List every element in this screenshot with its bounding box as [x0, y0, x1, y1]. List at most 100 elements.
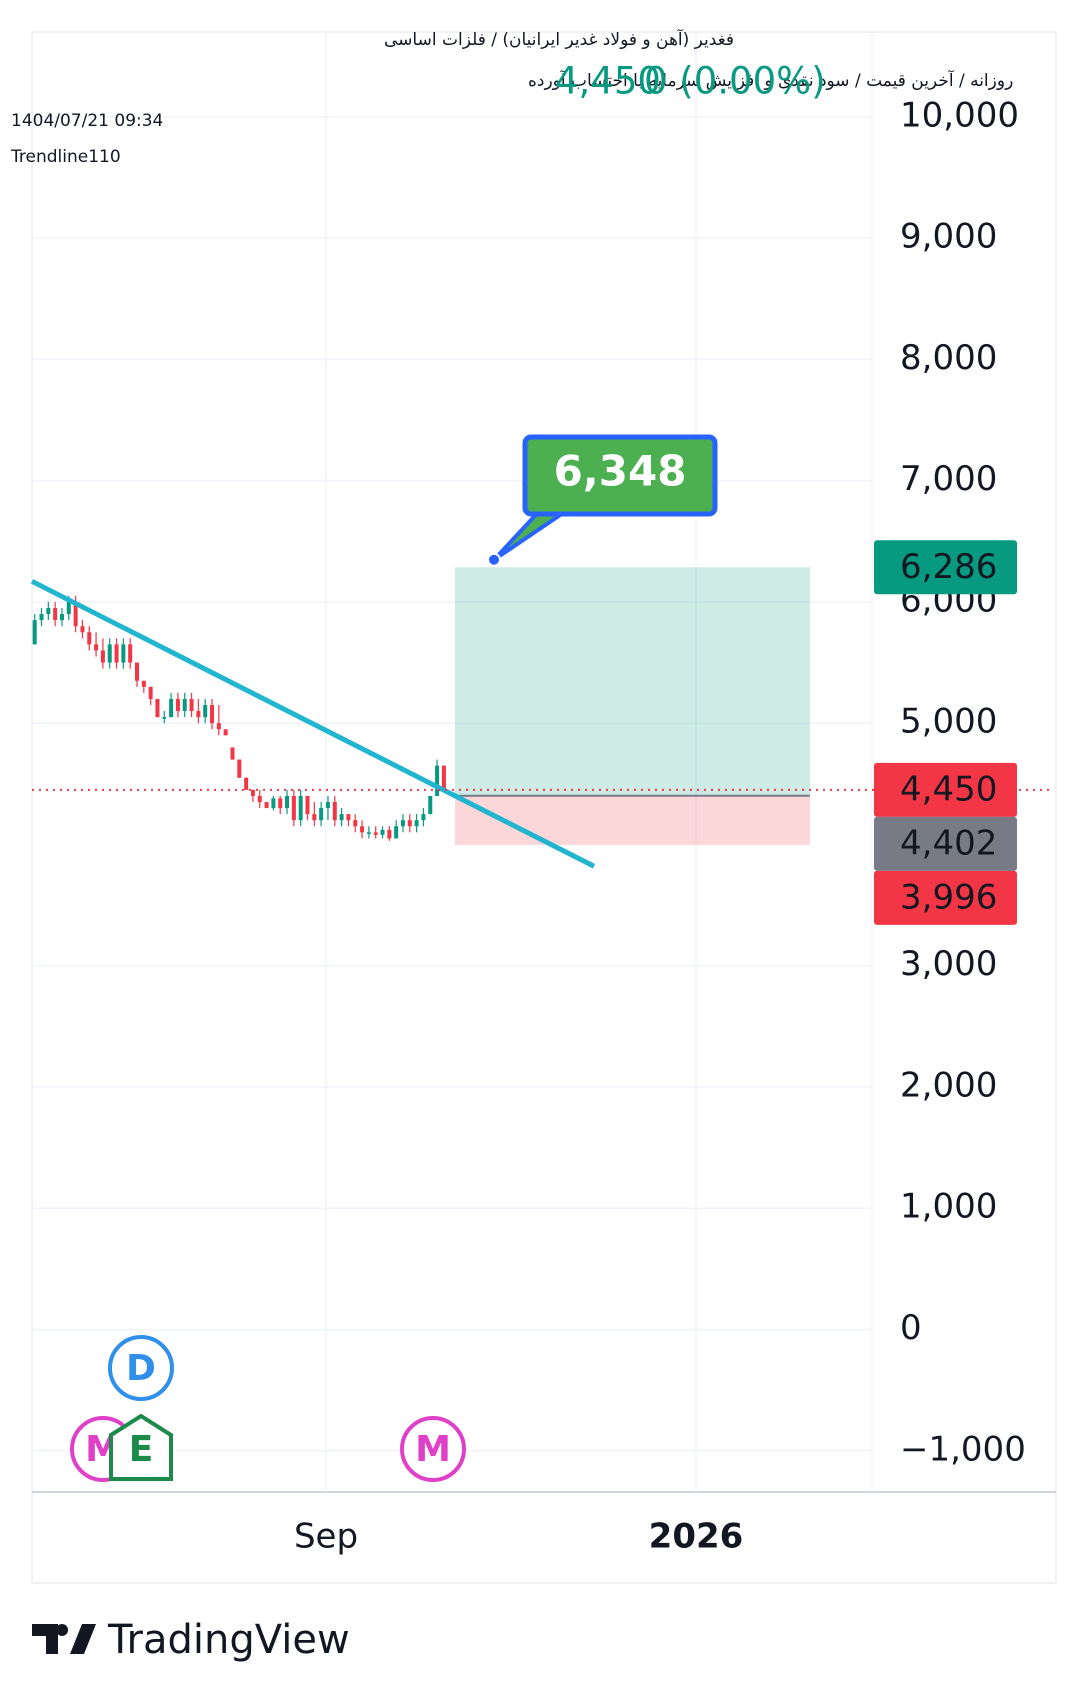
candle-body — [285, 795, 290, 809]
candle-body — [264, 802, 269, 809]
target-zone — [455, 567, 810, 796]
event-marker — [400, 1416, 466, 1482]
candle-body — [237, 759, 242, 778]
price-label-box — [874, 816, 1017, 871]
candle-body — [428, 795, 433, 815]
chart-title: فغدیر (آهن و فولاد غدیر ایرانیان) / فلزا… — [384, 28, 734, 50]
trendline — [30, 579, 596, 869]
candle-body — [155, 698, 160, 718]
y-tick-label: 9,000 — [900, 217, 997, 257]
price-label-box — [874, 540, 1017, 595]
candle-body — [394, 826, 399, 839]
callout-box — [522, 434, 718, 517]
candle-body — [325, 802, 330, 809]
candle-body — [46, 607, 51, 615]
candle-body — [244, 777, 249, 790]
candle-body — [305, 795, 310, 815]
candle-body — [312, 814, 317, 821]
candle-body — [128, 644, 133, 663]
y-tick-label: 5,000 — [900, 702, 997, 742]
y-tick-label: 0 — [900, 1308, 922, 1348]
y-tick-label: 10,000 — [900, 95, 1019, 135]
candle-body — [73, 601, 78, 627]
price-label-box — [874, 762, 1017, 817]
candle-body — [278, 798, 283, 809]
candle-body — [121, 644, 126, 663]
candle-body — [271, 798, 276, 809]
event-label: D — [126, 1348, 156, 1389]
x-tick-label: Sep — [294, 1517, 358, 1557]
candle-body — [100, 650, 105, 663]
candle-body — [257, 795, 262, 803]
candle-body — [441, 765, 446, 790]
candle-body — [230, 747, 235, 760]
price-label: 3,996 — [900, 877, 997, 917]
candle-body — [353, 820, 358, 827]
y-tick-label: 7,000 — [900, 459, 997, 499]
callout-label: 6,348 — [554, 447, 687, 496]
x-tick-label: 2026 — [649, 1517, 744, 1557]
candle-body — [380, 829, 385, 835]
stop-zone — [455, 795, 810, 845]
candle-body — [216, 723, 221, 730]
candle-body — [196, 711, 201, 718]
brand-logo: TradingView — [32, 1617, 350, 1663]
candle-body — [421, 814, 426, 821]
price-label-box — [874, 870, 1017, 925]
price-label: 4,402 — [900, 823, 997, 863]
candle-body — [80, 626, 85, 633]
brand-name: TradingView — [107, 1617, 350, 1663]
candle-body — [148, 686, 153, 699]
candle-body — [53, 607, 58, 621]
event-label: M — [415, 1429, 451, 1470]
indicator-label: Trendline110 — [10, 147, 121, 167]
candle-body — [162, 717, 167, 719]
candle-body — [135, 662, 139, 681]
candle-body — [332, 802, 337, 821]
candle-body — [346, 814, 351, 821]
y-tick-label: 2,000 — [900, 1065, 997, 1105]
candle-body — [360, 826, 365, 833]
candle-body — [387, 829, 392, 839]
event-marker — [108, 1335, 174, 1401]
candle-body — [339, 814, 344, 821]
candle-body — [373, 832, 378, 835]
y-tick-label: 3,000 — [900, 944, 997, 984]
y-tick-label: −1,000 — [900, 1429, 1026, 1469]
candle-body — [141, 680, 146, 687]
candle-body — [39, 614, 44, 621]
candle-body — [182, 698, 187, 712]
candle-body — [298, 795, 303, 821]
candle-body — [223, 729, 228, 736]
price-label: 4,450 — [900, 769, 997, 809]
event-label: E — [129, 1429, 154, 1470]
candle-body — [210, 705, 215, 724]
candle-body — [435, 765, 440, 796]
plot — [30, 567, 1052, 869]
candle-body — [94, 644, 99, 651]
candle-body — [400, 820, 405, 827]
candle-body — [66, 601, 71, 615]
candle-body — [203, 705, 208, 718]
candle-body — [414, 820, 419, 827]
y-tick-label: 1,000 — [900, 1187, 997, 1227]
header-price: 4,450 — [555, 60, 661, 103]
header-change: 0 (0.00%) — [644, 60, 826, 103]
candle-body — [175, 698, 180, 712]
candle-body — [407, 820, 412, 827]
chart-subtitle: روزانه / آخرین قیمت / سود نقدی و افزایش … — [528, 69, 1013, 91]
candle-body — [250, 789, 255, 796]
event-marker — [109, 1413, 173, 1481]
candle-body — [291, 795, 296, 821]
callout-anchor — [487, 552, 501, 567]
candle-body — [32, 620, 37, 645]
y-tick-label: 8,000 — [900, 338, 997, 378]
timestamp: 1404/07/21 09:34 — [11, 111, 163, 131]
candle-body — [107, 644, 112, 663]
candle-body — [114, 644, 119, 663]
candle-body — [319, 808, 324, 821]
candle-body — [87, 632, 92, 645]
candle-body — [169, 698, 174, 718]
